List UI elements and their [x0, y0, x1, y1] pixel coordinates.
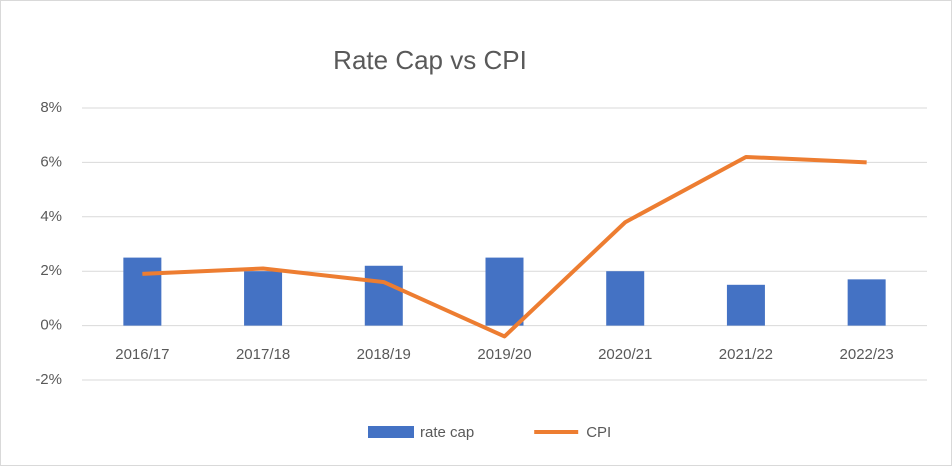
- legend-label: CPI: [586, 424, 611, 441]
- bar: [244, 271, 283, 326]
- y-tick-label: -2%: [35, 371, 62, 388]
- y-tick-label: 4%: [40, 208, 62, 225]
- bar: [485, 257, 524, 326]
- bar: [726, 284, 765, 326]
- x-tick-label: 2021/22: [719, 346, 773, 363]
- legend-label: rate cap: [420, 424, 474, 441]
- x-tick-label: 2016/17: [115, 346, 169, 363]
- x-tick-label: 2020/21: [598, 346, 652, 363]
- x-tick-label: 2019/20: [477, 346, 531, 363]
- bar: [847, 279, 886, 326]
- chart-title: Rate Cap vs CPI: [333, 45, 527, 75]
- bar: [606, 271, 645, 326]
- x-tick-label: 2018/19: [357, 346, 411, 363]
- bar: [123, 257, 162, 326]
- y-tick-label: 0%: [40, 317, 62, 334]
- y-tick-label: 2%: [40, 262, 62, 279]
- y-tick-label: 6%: [40, 153, 62, 170]
- bar: [364, 265, 403, 326]
- line: [142, 154, 867, 339]
- x-tick-label: 2017/18: [236, 346, 290, 363]
- legend-swatch: [368, 426, 414, 438]
- y-tick-label: 8%: [40, 99, 62, 116]
- x-tick-label: 2022/23: [840, 346, 894, 363]
